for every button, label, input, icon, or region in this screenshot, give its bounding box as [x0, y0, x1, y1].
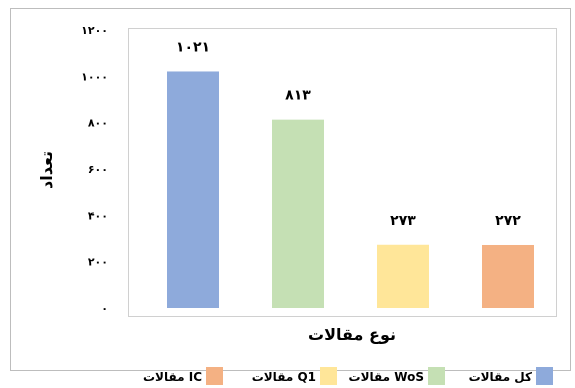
legend-swatch — [320, 367, 337, 385]
y-tick-label: ۲۰۰ — [88, 256, 108, 269]
y-tick-label: ۱۲۰۰ — [81, 24, 108, 37]
y-tick-label: ۰ — [101, 302, 108, 315]
legend: کل مقالات مقالات WoS مقالات Q1 مقالات IC — [143, 367, 553, 385]
legend-label: مقالات WoS — [349, 370, 424, 384]
bar-value-label: ۸۱۳ — [285, 88, 311, 104]
x-axis-title: نوع مقالات — [308, 325, 396, 344]
y-tick-label: ۶۰۰ — [88, 163, 108, 176]
bars — [167, 71, 534, 309]
y-tick-label: ۴۰۰ — [88, 209, 108, 222]
y-axis-title: تعداد — [37, 151, 56, 189]
bar — [167, 71, 219, 309]
bar-value-labels: ۱۰۲۱ ۸۱۳ ۲۷۳ ۲۷۲ — [176, 39, 521, 229]
legend-swatch — [206, 367, 223, 385]
bar — [377, 244, 429, 308]
bar — [272, 119, 324, 308]
y-tick-label: ۱۰۰۰ — [81, 70, 108, 83]
legend-label: کل مقالات — [469, 370, 532, 384]
legend-label: مقالات Q1 — [252, 370, 316, 384]
chart-frame — [10, 8, 571, 371]
legend-label: مقالات IC — [143, 370, 202, 384]
bar — [482, 244, 534, 308]
legend-swatch — [428, 367, 445, 385]
bar-value-label: ۲۷۳ — [390, 213, 416, 229]
y-axis-ticks: ۰ ۲۰۰ ۴۰۰ ۶۰۰ ۸۰۰ ۱۰۰۰ ۱۲۰۰ — [81, 24, 108, 315]
plot-area — [128, 28, 557, 317]
bar-value-label: ۱۰۲۱ — [176, 39, 210, 55]
y-tick-label: ۸۰۰ — [88, 117, 108, 130]
legend-swatch — [536, 367, 553, 385]
bar-value-label: ۲۷۲ — [495, 213, 521, 229]
